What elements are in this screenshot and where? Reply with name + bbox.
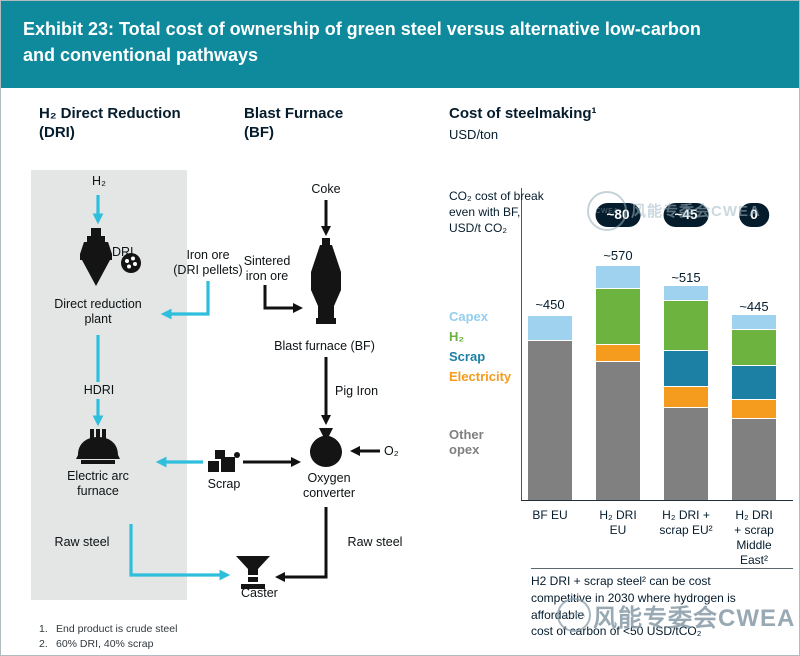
bar-segment: [664, 387, 708, 408]
legend-item-capex: Capex: [449, 309, 489, 324]
electric-arc-furnace-label: Electric arc furnace: [67, 469, 129, 498]
footnote-1-num: 1.: [39, 623, 48, 635]
bar-group-0: [528, 316, 572, 500]
bar-segment: [596, 289, 640, 345]
bar-segment: [528, 316, 572, 341]
hdri-label: HDRI: [80, 382, 118, 399]
chart-y-axis-line: [521, 188, 522, 500]
pig-iron-label: Pig Iron: [335, 384, 379, 398]
bar-segment: [732, 366, 776, 400]
legend-item-electricity: Electricity: [449, 369, 512, 384]
page-footnotes: 1. End product is crude steel 2. 60% DRI…: [39, 622, 177, 651]
exhibit-title-line2: and conventional pathways: [23, 45, 259, 65]
chart-unit-label: USD/ton: [449, 127, 499, 142]
raw-steel-label-dri: Raw steel: [54, 535, 110, 549]
bar-segment: [664, 351, 708, 387]
bar-segment: [596, 345, 640, 362]
direct-reduction-plant-icon: [74, 228, 118, 293]
oxygen-converter-icon: [305, 428, 347, 473]
chart-section-heading: Cost of steelmaking¹: [449, 105, 597, 122]
bar-segment: [732, 419, 776, 500]
footnote-2: 2. 60% DRI, 40% scrap: [39, 637, 177, 652]
o2-label: O₂: [384, 444, 399, 458]
chart-footnote-line2: competitive in 2030 where hydrogen is: [531, 590, 736, 605]
chart-footnote-rule: [531, 568, 793, 569]
exhibit-body: H₂ Direct Reduction (DRI) Blast Furnace …: [1, 88, 799, 655]
direct-reduction-plant-label: Direct reduction plant: [54, 297, 142, 326]
bar-tick-label: H₂ DRI + scrap EU²: [659, 508, 713, 537]
scrap-icon: [207, 449, 241, 480]
bar-total-label: ~450: [535, 297, 565, 312]
bar-segment: [664, 286, 708, 301]
raw-steel-label-bf: Raw steel: [347, 535, 403, 549]
chart-footnote-line3: affordable: [531, 607, 585, 622]
bar-total-label: ~445: [739, 299, 769, 314]
footnote-1-text: End product is crude steel: [56, 623, 178, 635]
caster-icon: [235, 556, 271, 595]
blast-furnace-label: Blast furnace (BF): [274, 339, 375, 353]
dri-icon-label: DRI: [112, 245, 134, 259]
bar-total-label: ~515: [671, 270, 701, 285]
chart-baseline: [521, 500, 793, 501]
legend-item-scrap: Scrap: [449, 349, 486, 364]
bar-segment: [596, 362, 640, 500]
oxygen-converter-label: Oxygen converter: [302, 471, 356, 500]
co2-breakeven-badge: ~80: [595, 203, 641, 227]
sintered-iron-ore-label: Sintered iron ore: [243, 254, 291, 283]
exhibit-title-line1: Exhibit 23: Total cost of ownership of g…: [23, 19, 701, 39]
iron-ore-label: Iron ore (DRI pellets): [173, 248, 243, 277]
bar-segment: [596, 266, 640, 289]
electric-arc-furnace-icon: [73, 429, 123, 470]
bar-tick-label: BF EU: [532, 508, 568, 522]
bar-group-3: [732, 315, 776, 500]
bar-segment: [732, 315, 776, 330]
bar-group-1: [596, 266, 640, 500]
bf-section-heading: Blast Furnace (BF): [244, 105, 344, 141]
chart-footnote: H2 DRI + scrap steel² can be cost compet…: [531, 573, 795, 640]
scrap-label: Scrap: [207, 477, 241, 491]
bar-segment: [664, 408, 708, 500]
bar-tick-label: H₂ DRI + scrap Middle East²: [734, 508, 774, 567]
dri-section-heading: H₂ Direct Reduction (DRI): [39, 105, 181, 141]
footnote-2-num: 2.: [39, 637, 48, 650]
co2-breakeven-badge: ~45: [663, 203, 709, 227]
legend-item-other-opex: Other opex: [449, 427, 484, 457]
bar-segment: [664, 301, 708, 351]
caster-label: Caster: [241, 586, 278, 600]
footnote-1: 1. End product is crude steel: [39, 622, 177, 637]
chart-plot: ~450 BF EU ~570 ~80 H₂ DRI EU ~515 ~45 H₂ DRI +…: [1, 88, 799, 655]
bar-segment: [732, 330, 776, 366]
bar-segment: [528, 341, 572, 500]
exhibit-header: Exhibit 23: Total cost of ownership of g…: [1, 1, 799, 88]
bar-segment: [732, 400, 776, 419]
co2-breakeven-note: CO₂ cost of break even with BF, USD/t CO…: [449, 189, 544, 235]
bar-group-2: [664, 286, 708, 500]
chart-footnote-line1: H2 DRI + scrap steel² can be cost: [531, 574, 711, 588]
blast-furnace-icon: [307, 238, 345, 331]
coke-label: Coke: [311, 182, 341, 196]
h2-input-label: H₂: [92, 174, 106, 188]
bar-tick-label: H₂ DRI EU: [599, 508, 637, 537]
co2-breakeven-badge: 0: [739, 203, 769, 227]
legend-item-h-: H₂: [449, 329, 465, 344]
bar-total-label: ~570: [603, 248, 633, 263]
chart-footnote-line4: cost of carbon of <50 USD/tCO₂: [531, 624, 702, 639]
dri-pellets-icon: [120, 252, 142, 279]
footnote-2-text: 60% DRI, 40% scrap: [56, 637, 154, 650]
